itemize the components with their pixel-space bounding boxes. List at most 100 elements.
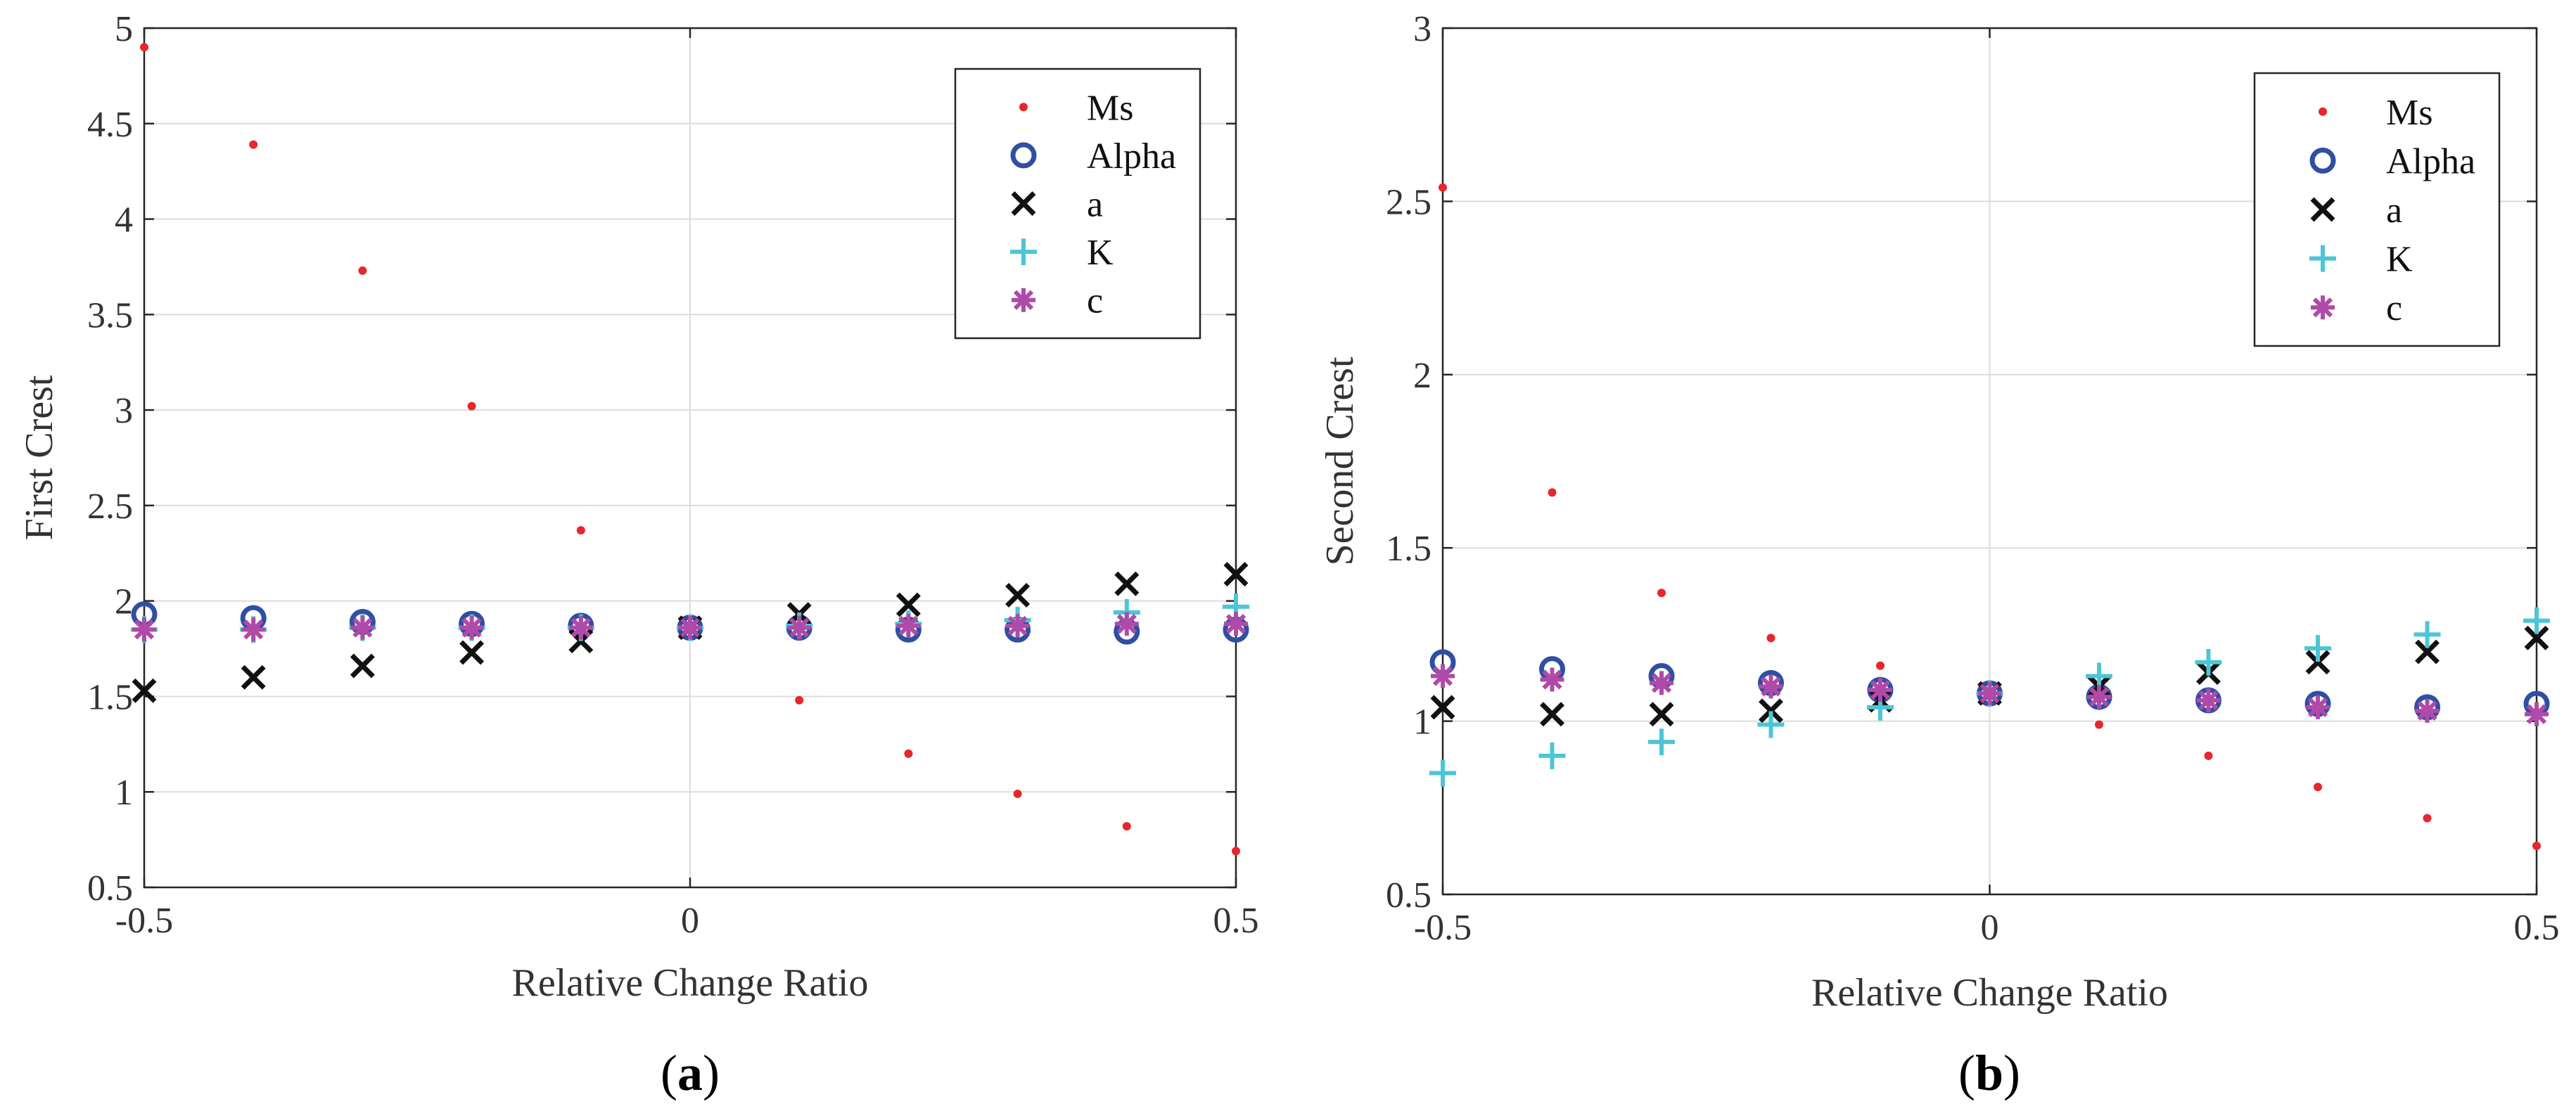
- data-point-a: [2524, 625, 2549, 650]
- grid: [144, 28, 1236, 887]
- data-point-ms: [2095, 720, 2103, 729]
- chart-panel-a: -0.5 0 0.5 0.5 1 1.5 2 2.5 3 3.5 4 4.5 5 Relative Cha…: [18, 9, 1259, 1101]
- y-axis-title: First Crest: [18, 375, 61, 540]
- data-point-ms: [2314, 783, 2322, 792]
- legend-marker-k: [2309, 245, 2336, 272]
- y-tick-label: 5: [115, 9, 133, 49]
- data-point-ms: [140, 43, 148, 52]
- data-point-ms: [1439, 183, 1447, 192]
- data-point-ms: [795, 695, 804, 705]
- data-point-ms: [2532, 842, 2541, 851]
- x-tick-label: -0.5: [1414, 908, 1472, 948]
- legend-marker-alpha: [2309, 147, 2336, 174]
- data-point-ms: [1013, 789, 1022, 798]
- legend-marker-k: [1010, 238, 1037, 266]
- data-point-a: [132, 678, 157, 703]
- data-point-c: [1868, 678, 1892, 702]
- y-tick-label: 0.5: [1386, 875, 1432, 915]
- data-point-ms: [2423, 814, 2432, 823]
- data-point-ms: [904, 749, 913, 758]
- data-point-a: [1540, 702, 1564, 727]
- data-point-a: [895, 592, 921, 617]
- x-tick-label: 0.5: [2514, 908, 2560, 948]
- data-point-ms: [249, 140, 258, 149]
- data-point-ms: [1876, 661, 1885, 670]
- legend-marker-c: [1012, 288, 1035, 312]
- data-point-c: [1540, 667, 1564, 692]
- x-tick-label: 0.5: [1213, 901, 1259, 941]
- data-point-ms: [2204, 751, 2213, 760]
- x-axis-title: Relative Change Ratio: [1811, 971, 2168, 1015]
- panel-label-close: ): [2003, 1045, 2020, 1101]
- y-tick-label: 1: [115, 773, 133, 813]
- legend-label-c: c: [1087, 281, 1103, 321]
- x-tick-label: -0.5: [115, 901, 173, 941]
- y-tick-label: 4: [115, 200, 133, 240]
- data-point-c: [1650, 671, 1673, 695]
- data-point-c: [2525, 702, 2549, 726]
- data-point-ms: [576, 526, 585, 535]
- legend-label-a: a: [2386, 191, 2402, 231]
- data-point-c: [568, 615, 593, 640]
- chart-panel-b: -0.5 0 0.5 0.5 1 1.5 2 2.5 3 Relative Change Rati…: [1318, 9, 2560, 1101]
- data-point-c: [2087, 685, 2111, 709]
- legend-label-alpha: Alpha: [1087, 136, 1176, 176]
- data-point-a: [2305, 650, 2330, 675]
- y-tick-label: 1: [1413, 702, 1432, 743]
- data-point-c: [1759, 674, 1783, 699]
- data-point-ms: [1548, 488, 1557, 497]
- y-tick-label: 2: [1413, 356, 1432, 396]
- data-point-k: [1429, 759, 1456, 787]
- panel-label-close: ): [703, 1045, 720, 1101]
- data-point-ms: [358, 266, 367, 275]
- y-tick-label: 3: [1413, 9, 1432, 49]
- x-axis-title: Relative Change Ratio: [512, 961, 869, 1005]
- series-c: [1431, 664, 2549, 726]
- data-point-c: [1114, 612, 1139, 636]
- data-point-k: [1757, 711, 1785, 738]
- legend-label-c: c: [2386, 288, 2402, 328]
- x-tick-label: 0: [681, 901, 699, 941]
- y-axis-title: Second Crest: [1318, 356, 1362, 566]
- legend-marker-ms: [2319, 107, 2327, 116]
- legend-label-ms: Ms: [1087, 88, 1133, 128]
- y-tick-label: 2.5: [87, 487, 133, 527]
- legend: Ms Alpha aKc: [2253, 72, 2501, 347]
- legend-label-k: K: [1087, 233, 1114, 273]
- data-point-c: [2196, 688, 2221, 713]
- y-tick-label: 2: [115, 582, 133, 622]
- legend-marker-ms: [1019, 103, 1028, 112]
- data-point-k: [2523, 607, 2550, 634]
- y-tick-label: 0.5: [87, 868, 133, 908]
- legend-label-ms: Ms: [2386, 93, 2432, 133]
- data-point-a: [350, 653, 375, 679]
- data-point-k: [2414, 621, 2441, 648]
- data-point-a: [1649, 702, 1674, 727]
- y-tick-label: 4.5: [87, 105, 133, 145]
- data-point-c: [1431, 664, 1455, 688]
- data-point-a: [1005, 583, 1031, 608]
- data-point-ms: [467, 401, 476, 411]
- data-point-c: [896, 613, 921, 638]
- series-c: [132, 612, 1248, 642]
- data-point-a: [1223, 562, 1249, 587]
- data-point-c: [1977, 681, 2002, 706]
- y-tick-label: 1.5: [1386, 529, 1432, 569]
- data-point-c: [1224, 612, 1248, 636]
- series-ms: [140, 43, 1240, 856]
- legend-box: [2253, 72, 2501, 347]
- data-point-a: [459, 640, 485, 665]
- x-tick-label: 0: [1981, 908, 1999, 948]
- data-point-k: [1648, 728, 1675, 756]
- data-point-c: [787, 615, 812, 640]
- series-ms: [1439, 183, 2541, 851]
- panel-label: (a): [661, 1045, 720, 1101]
- data-point-c: [241, 617, 266, 642]
- legend: Ms Alpha aKc: [954, 68, 1201, 340]
- data-point-c: [2306, 695, 2330, 719]
- data-point-c: [678, 615, 702, 640]
- data-point-a: [2415, 639, 2440, 664]
- panel-label-letter: b: [1975, 1045, 2003, 1101]
- data-point-ms: [1232, 847, 1240, 856]
